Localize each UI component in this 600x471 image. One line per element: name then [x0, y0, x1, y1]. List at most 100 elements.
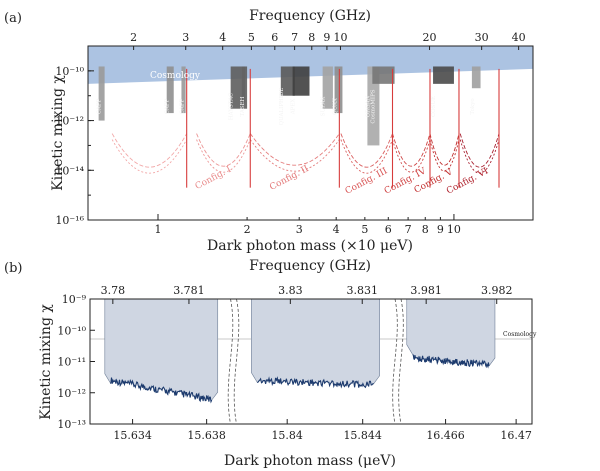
y-tick-label: 10⁻¹⁰: [55, 65, 84, 78]
panel-b-frequency-title: Frequency (GHz): [249, 258, 371, 274]
config-curve: [340, 139, 393, 174]
panel-a: (a) Frequency (GHz) Dark photon mass (×1…: [4, 8, 534, 254]
x-tick-label: 6: [385, 223, 392, 236]
x-tick-label: 2: [244, 223, 251, 236]
panel-b-ylabel: Kinetic mixing χ: [38, 304, 54, 420]
experiment-bounds: [98, 66, 481, 146]
panel-a-label: (a): [4, 11, 22, 26]
experiment-label: HAYSTAC: [229, 93, 235, 121]
panel-b-x-ticks: 15.634 15.638 15.84 15.844 16.466 16.47: [113, 419, 532, 442]
x-tick-label: 16.466: [426, 429, 465, 442]
config-curve: [392, 139, 431, 173]
config-curve: [392, 133, 431, 167]
top-tick-label: 3.982: [481, 284, 513, 297]
top-tick-label: 40: [512, 31, 526, 44]
panel-b-top-ticks: 3.78 3.781 3.83 3.831 3.981 3.982: [101, 284, 513, 304]
config-sensitivity-curves: [111, 133, 500, 174]
config-curve: [249, 133, 340, 166]
x-tick-label: 3: [296, 223, 303, 236]
x-tick-label: 15.634: [113, 429, 152, 442]
experiment-bound: [230, 66, 248, 109]
experiment-bound: [166, 66, 174, 114]
config-label: Config. I: [194, 165, 234, 192]
experiment-label: Tokyo: [470, 98, 476, 115]
experiment-label: CosmoMIPS: [370, 89, 376, 123]
experiment-bound: [433, 66, 454, 84]
cosmology-label-b: Cosmology: [503, 331, 537, 338]
config-curve: [111, 139, 188, 174]
top-tick-label: 30: [475, 31, 489, 44]
experiment-bound: [372, 66, 395, 84]
x-tick-label: 5: [361, 223, 368, 236]
config-curve: [196, 133, 251, 167]
cosmology-label: Cosmology: [150, 71, 201, 81]
excluded-region: [251, 299, 380, 388]
experiment-bound: [322, 66, 333, 109]
axis-break-line: [392, 298, 398, 425]
x-tick-label: 15.844: [343, 429, 382, 442]
x-tick-label: 15.638: [187, 429, 226, 442]
top-tick-label: 3: [182, 31, 189, 44]
experiment-label: CAPP: [179, 98, 185, 114]
experiment-bound: [292, 66, 310, 96]
panel-a-ylabel: Kinetic mixing χ: [50, 75, 66, 191]
top-tick-label: 10: [333, 31, 347, 44]
panel-a-frequency-title: Frequency (GHz): [249, 8, 371, 24]
top-tick-label: 3.78: [101, 284, 126, 297]
panel-b-xlabel: Dark photon mass (μeV): [224, 453, 396, 469]
config-curve: [459, 133, 500, 168]
config-curve: [429, 133, 460, 166]
experiment-label: CAPP: [165, 98, 171, 114]
top-tick-label: 3.831: [346, 284, 378, 297]
top-tick-label: 7: [291, 31, 298, 44]
experiment-bound: [471, 66, 481, 89]
top-tick-label: 9: [323, 31, 330, 44]
experiment-label: TASEH: [240, 96, 246, 116]
panel-b-segments: [104, 299, 496, 404]
x-tick-label: 15.84: [271, 429, 303, 442]
top-tick-label: 6: [271, 31, 278, 44]
panel-a-top-ticks: 2 3 4 5 6 7 8 9 10 20 30 40: [130, 31, 526, 50]
experiment-bound: [98, 66, 105, 121]
x-tick-label: 1: [155, 223, 162, 236]
top-tick-label: 3.83: [278, 284, 303, 297]
top-tick-label: 2: [130, 31, 137, 44]
y-tick-label: 10⁻¹³: [57, 418, 86, 431]
panel-a-xlabel: Dark photon mass (×10 μeV): [207, 238, 413, 254]
limit-line: [412, 354, 490, 369]
y-tick-label: 10⁻¹⁴: [55, 164, 84, 177]
axis-break-line: [227, 298, 234, 425]
y-tick-label: 10⁻¹¹: [57, 356, 86, 369]
axis-break-line: [233, 298, 240, 425]
experiment-label: COSUE: [431, 96, 437, 117]
x-tick-label: 7: [405, 223, 412, 236]
x-tick-label: 8: [422, 223, 429, 236]
panel-b: (b) Frequency (GHz) Dark photon mass (μe…: [4, 258, 537, 469]
panel-a-frame: [87, 45, 534, 221]
experiment-label: ORGAN: [365, 95, 371, 117]
panel-a-plot-area: [88, 46, 533, 188]
x-tick-label: 4: [333, 223, 340, 236]
config-label: Config. VI: [445, 166, 490, 196]
x-tick-label: 10: [447, 223, 461, 236]
config-band-markers: [186, 68, 500, 188]
experiment-label: APEX: [291, 99, 297, 116]
panel-a-x-ticks: 1 2 3 4 5 6 7 8 9 10: [155, 214, 461, 236]
limit-line: [257, 376, 374, 389]
config-curve: [429, 139, 460, 172]
config-curve: [196, 139, 251, 173]
top-tick-label: 3.781: [173, 284, 205, 297]
panel-b-y-ticks: 10⁻¹³ 10⁻¹² 10⁻¹¹ 10⁻¹⁰ 10⁻⁹: [57, 293, 95, 431]
top-tick-label: 5: [248, 31, 255, 44]
top-tick-label: 4: [219, 31, 226, 44]
config-label: Config. II: [268, 164, 311, 193]
y-tick-label: 10⁻⁹: [62, 293, 87, 306]
limit-line: [110, 377, 213, 404]
experiment-bound: [181, 66, 186, 114]
config-curve: [340, 133, 393, 168]
config-curve: [459, 139, 500, 174]
config-curve: [249, 139, 340, 172]
axis-break-line: [398, 298, 404, 425]
